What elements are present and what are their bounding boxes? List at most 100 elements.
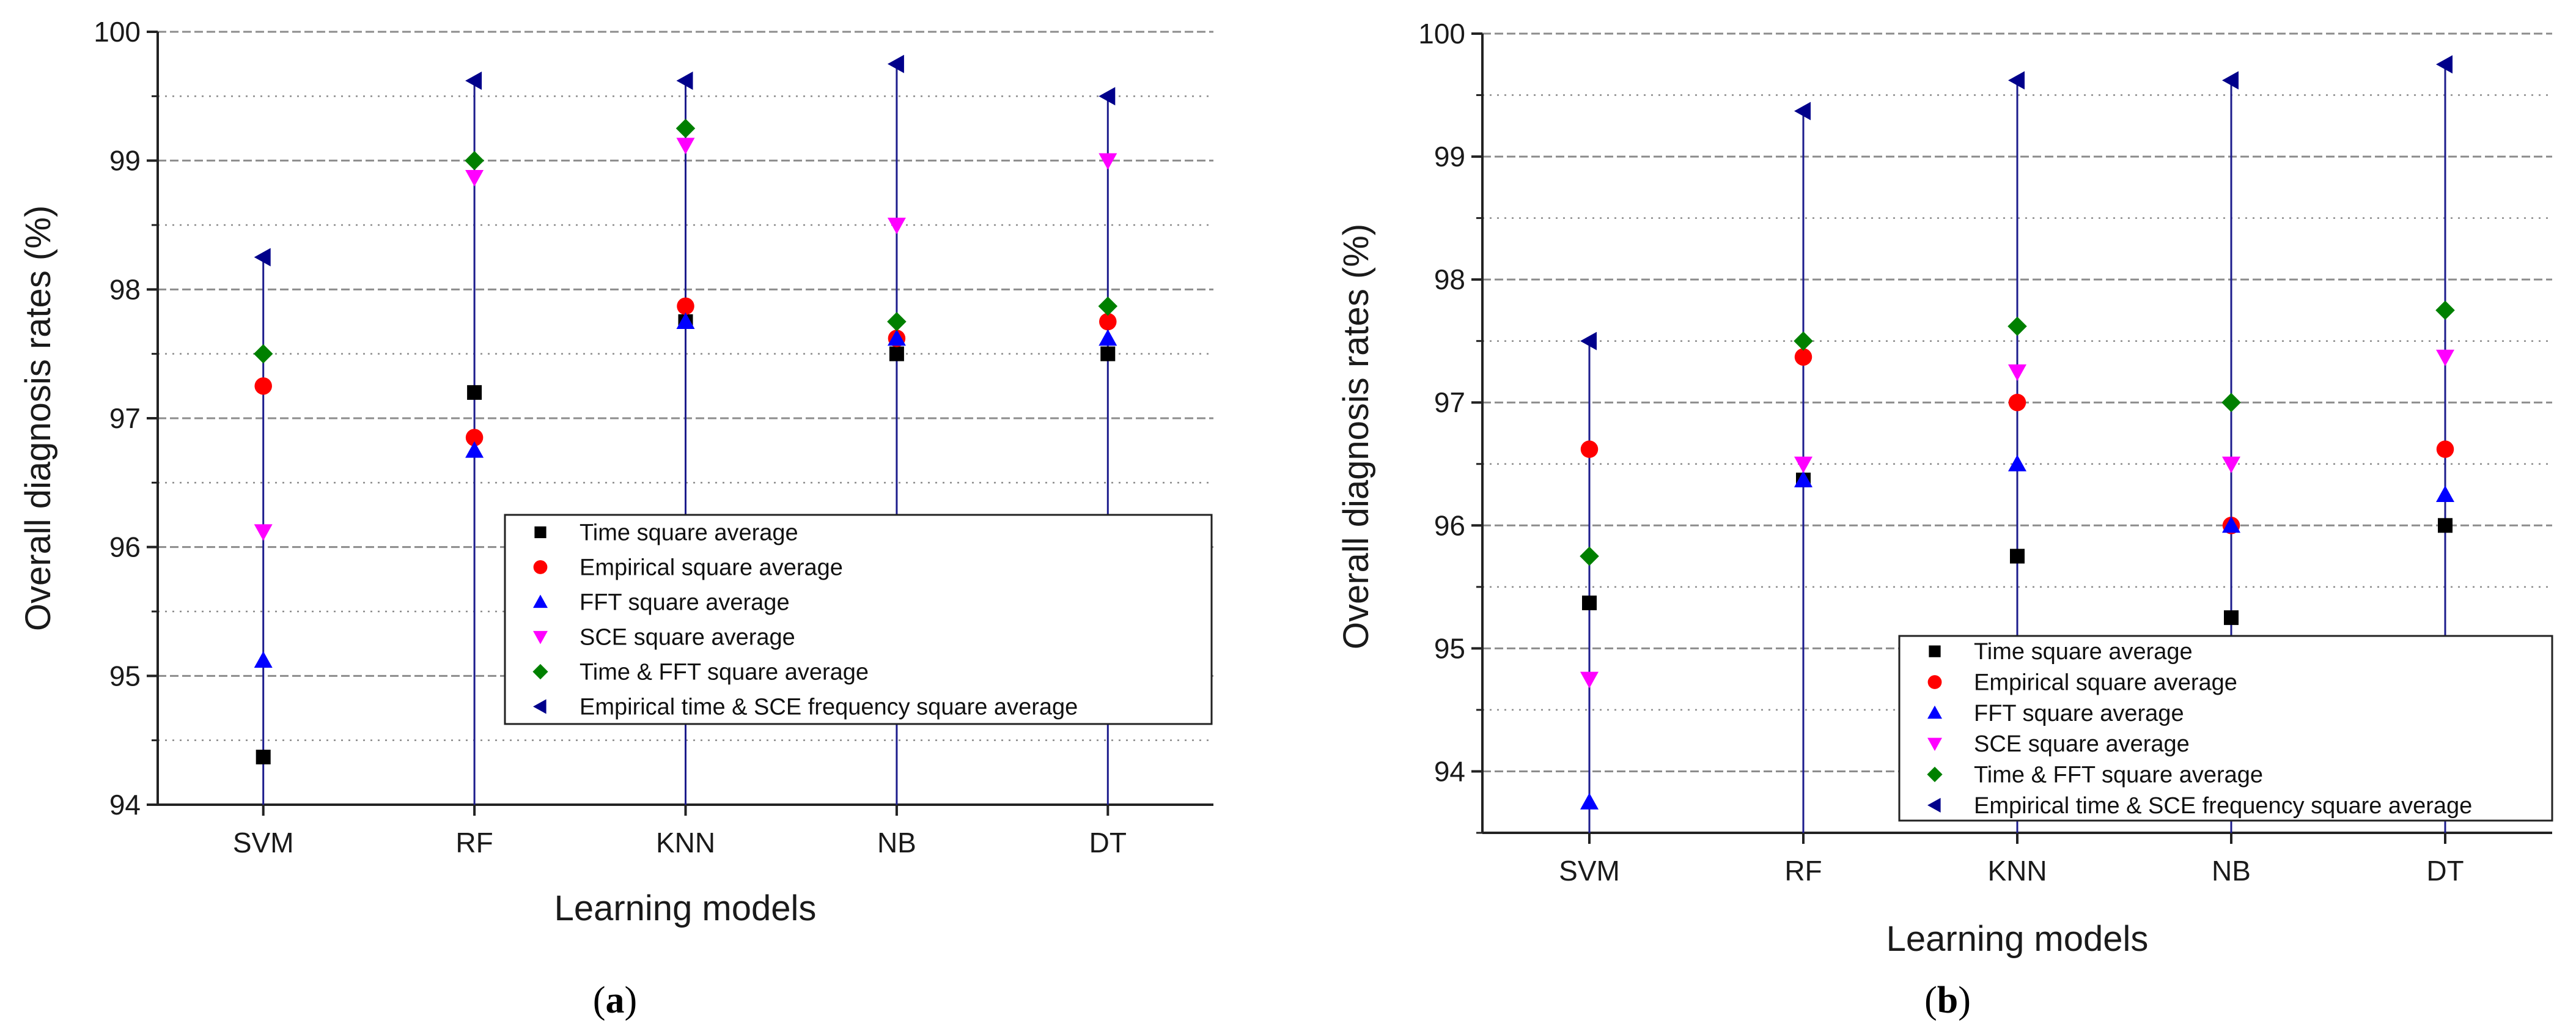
data-point (1100, 346, 1116, 361)
x-tick-label: DT (2426, 855, 2464, 887)
data-point (1794, 456, 1812, 473)
data-point (465, 72, 482, 90)
panel-b: 94 95 96 97 98 99 100 SVM RF KNN NB DT Time square … (1336, 18, 2553, 1021)
legend-label: Time & FFT square average (580, 660, 869, 685)
panel-caption-b: (b) (1924, 980, 1971, 1021)
legend-items: Time square average Empirical square aver… (532, 520, 1078, 720)
y-tick-label: 96 (1434, 509, 1465, 541)
y-tick-label: 99 (1434, 141, 1465, 172)
x-tick-label: KNN (656, 827, 715, 859)
caption-close-paren: ) (625, 980, 638, 1021)
caption-open-paren: ( (593, 980, 606, 1021)
data-point (2221, 393, 2241, 412)
data-point (1098, 87, 1116, 106)
data-point (2008, 454, 2026, 471)
data-point (2436, 486, 2454, 503)
caption-open-paren: ( (1924, 980, 1937, 1021)
legend-marker (532, 663, 548, 680)
y-tick-label: 96 (109, 531, 141, 563)
data-point (1098, 296, 1118, 316)
y-tick-label: 95 (109, 660, 141, 692)
data-point (1580, 671, 1599, 689)
data-point (2007, 316, 2027, 336)
data-point (889, 346, 904, 361)
legend-marker (533, 630, 548, 644)
data-point (2008, 393, 2026, 412)
data-point (465, 441, 484, 458)
x-tick-label: RF (455, 827, 493, 859)
legend-label: FFT square average (580, 590, 790, 616)
data-point (254, 524, 273, 541)
caption-letter: b (1937, 980, 1958, 1021)
data-point (1794, 470, 1812, 487)
legend-items: Time square average Empirical square aver… (1927, 639, 2472, 819)
x-tick-label: SVM (233, 827, 294, 859)
y-tick-label: 97 (1434, 386, 1465, 418)
data-point (465, 150, 484, 171)
data-point (676, 72, 693, 90)
data-point (2436, 440, 2454, 458)
data-point (1580, 440, 1599, 458)
data-point (675, 119, 696, 138)
data-point (256, 750, 271, 765)
data-point (2008, 71, 2025, 90)
caption-close-paren: ) (1958, 980, 1971, 1021)
y-tick-label: 98 (109, 273, 141, 305)
data-point (254, 651, 273, 668)
data-point (676, 138, 695, 155)
data-point (1580, 546, 1599, 566)
data-point (2222, 71, 2239, 90)
legend-label: SCE square average (580, 625, 795, 651)
legend-marker (1927, 797, 1941, 813)
data-point (465, 429, 484, 446)
data-point (2224, 610, 2239, 626)
data-point (1098, 329, 1117, 346)
y-axis-label: Overall diagnosis rates (%) (1336, 224, 1376, 649)
data-point (1580, 792, 1599, 810)
x-tick-label: KNN (1987, 855, 2047, 887)
legend-label: Empirical time & SCE frequency square av… (1974, 793, 2472, 819)
data-point (467, 385, 482, 400)
x-tick-label: RF (1784, 855, 1822, 887)
grid (1482, 32, 2552, 834)
legend-marker (533, 560, 548, 574)
data-point (465, 170, 484, 187)
data-point (2008, 364, 2026, 381)
y-axis-label: Overall diagnosis rates (%) (18, 205, 58, 631)
data-point (254, 377, 272, 395)
data-point (2435, 300, 2455, 320)
legend-marker (1927, 675, 1942, 689)
y-tick-label: 98 (1434, 264, 1465, 295)
legend-label: SCE square average (1974, 731, 2190, 757)
x-axis-label: Learning models (1886, 919, 2149, 959)
y-tick-label: 94 (1434, 755, 1465, 787)
data-point (1582, 595, 1597, 610)
data-point (253, 344, 273, 364)
axes: 94 95 96 97 98 99 100 SVM RF KNN NB DT (94, 16, 1213, 859)
legend-marker (533, 594, 548, 608)
legend-box (1898, 635, 2553, 822)
caption-letter: a (606, 980, 625, 1021)
legend-marker (1929, 645, 1941, 657)
legend-marker (534, 526, 546, 539)
y-tick-label: 97 (109, 402, 141, 434)
data-point (887, 54, 904, 73)
legend-marker (533, 699, 546, 714)
data-point (676, 312, 695, 329)
data-point (887, 312, 907, 331)
y-tick-label: 100 (1418, 18, 1465, 50)
y-tick-label: 100 (94, 16, 141, 48)
x-tick-label: NB (877, 827, 916, 859)
data-point (887, 218, 906, 234)
data-point (2010, 548, 2025, 564)
legend-label: Time & FFT square average (1974, 763, 2263, 788)
data-point (1794, 348, 1812, 366)
legend-marker (1927, 766, 1943, 783)
data-point (677, 297, 694, 315)
legend-label: Empirical time & SCE frequency square av… (580, 695, 1078, 720)
data-point (2436, 55, 2453, 74)
legend-label: Empirical square average (1974, 670, 2237, 696)
y-tick-label: 94 (109, 789, 141, 821)
data-point (2438, 518, 2453, 533)
